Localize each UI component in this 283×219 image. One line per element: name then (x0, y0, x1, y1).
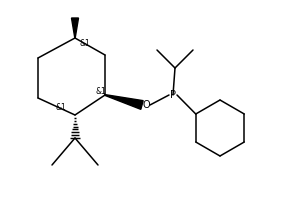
Text: O: O (142, 100, 150, 110)
Text: &1: &1 (79, 39, 90, 48)
Polygon shape (105, 95, 143, 109)
Text: &1: &1 (95, 88, 106, 97)
Text: P: P (170, 90, 176, 100)
Text: &1: &1 (55, 102, 66, 111)
Polygon shape (72, 18, 78, 38)
